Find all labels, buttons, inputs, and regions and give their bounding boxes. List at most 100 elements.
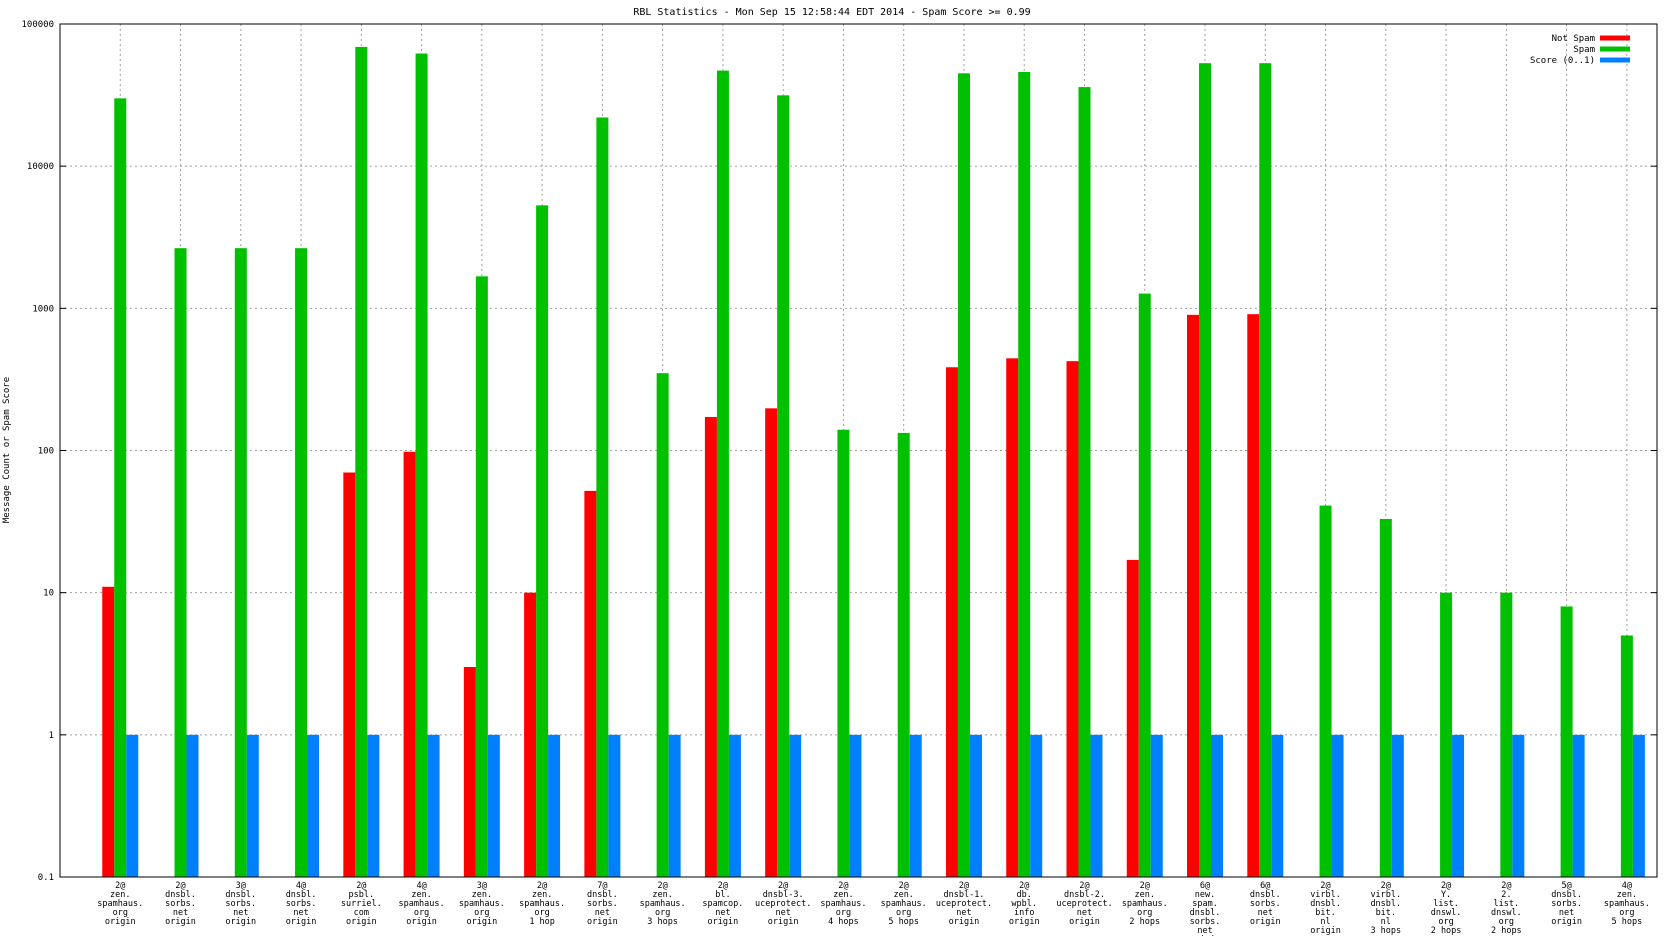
bar-spam-16 [1018,71,1031,878]
bar-score-0-1--15 [969,734,982,877]
x-tick-label-line: zen. [472,890,492,900]
x-tick-label-line: 3 hops [647,917,678,927]
x-tick-label-line: origin [768,917,799,927]
bar-not-spam-16 [1006,358,1019,877]
bar-spam-23 [1440,592,1453,877]
x-tick-label-line: zen. [110,890,130,900]
x-tick-label-line: spamhaus. [1604,899,1650,909]
x-tick-label-line: dnsbl. [286,890,317,900]
x-tick-label-line: uceprotect. [936,899,992,909]
x-tick-label-line: dnsbl-3. [763,890,804,900]
bar-score-0-1--6 [427,734,440,877]
x-tick-label-line: origin [1009,917,1040,927]
x-tick-label-line: 2 hops [1129,917,1160,927]
x-tick-label-line: org [1438,917,1453,927]
y-tick-label: 0.1 [38,873,54,883]
bar-not-spam-19 [1187,314,1200,878]
x-tick-label-line: 4 hops [828,917,859,927]
x-tick-label: 4@ zen. spamhaus. org 5 hops [1604,881,1650,927]
bar-spam-18 [1138,293,1151,877]
bar-score-0-1--18 [1150,734,1163,877]
x-tick-label-line: origin [1551,917,1582,927]
x-tick-label-line: dnsbl. [225,890,256,900]
bar-spam-8 [536,205,549,877]
bar-score-0-1--13 [849,734,862,877]
x-tick-label: 2@ virbl. dnsbl. bit. nl origin [1310,881,1341,936]
bar-spam-10 [656,373,669,877]
x-tick-label: 2@ bl. spamcop. net origin [702,881,743,927]
x-tick-label-line: 2@ [838,881,848,891]
x-tick-label-line: 1 hop [529,917,555,927]
x-tick-label-line: org [474,908,489,918]
x-tick-label-line: list. [1494,899,1520,909]
bar-score-0-1--19 [1211,734,1224,877]
x-tick-label-line: zen. [1135,890,1155,900]
bar-score-0-1--17 [1090,734,1103,877]
x-tick-label-line: 5 hops [888,917,919,927]
x-tick-label-line: org [414,908,429,918]
x-tick-label: 3@ dnsbl. sorbs. net origin [225,881,256,927]
x-tick-label-line: spamhaus. [640,899,686,909]
bar-score-0-1--21 [1331,734,1344,877]
bar-spam-17 [1078,87,1091,878]
x-tick-label-line: spamhaus. [97,899,143,909]
x-tick-label: 2@ 2. list. dnswl. org 2 hops [1491,881,1522,936]
x-tick-label-line: psbl. [349,890,375,900]
x-tick-label-line: net [1258,908,1273,918]
x-tick-label: 2@ psbl. surriel. com origin [341,881,382,927]
x-tick-label-line: net [293,908,308,918]
x-tick-label-line: 5@ [1561,881,1571,891]
bar-not-spam-17 [1066,361,1079,877]
bar-not-spam-12 [765,408,778,877]
bar-score-0-1--9 [608,734,621,877]
x-tick-label-line: net [233,908,248,918]
bar-score-0-1--8 [548,734,561,877]
bar-score-0-1--5 [367,734,380,877]
bar-spam-21 [1319,505,1332,877]
bar-spam-12 [777,95,790,878]
x-tick-label-line: origin [708,917,739,927]
x-tick-label: 2@ zen. spamhaus. org 5 hops [881,881,927,927]
x-tick-label: 2@ zen. spamhaus. org 2 hops [1122,881,1168,927]
x-tick-label-line: dnsbl. [1370,899,1401,909]
bar-spam-24 [1500,592,1513,877]
x-tick-label-line: net [173,908,188,918]
bar-score-0-1--2 [186,734,199,877]
x-tick-label-line: list. [1433,899,1459,909]
x-tick-label-line: origin [587,917,618,927]
x-tick-label-line: dnsbl-2. [1064,890,1105,900]
bars [102,46,1645,878]
bar-score-0-1--11 [728,734,741,877]
x-tick-label-line: dnsbl. [1190,908,1221,918]
x-tick-label-line: spamhaus. [459,899,505,909]
y-tick-label: 1000 [32,304,54,314]
x-tick-label-line: 2@ [1501,881,1511,891]
x-tick-label-line: dnsbl-1. [943,890,984,900]
x-tick-label: 3@ zen. spamhaus. org origin [459,881,505,927]
y-tick-label: 1 [49,731,54,741]
bar-score-0-1--23 [1452,734,1465,877]
y-tick-label: 100 [38,447,54,457]
bar-score-0-1--22 [1391,734,1404,877]
x-tick-label: 7@ dnsbl. sorbs. net origin [587,881,618,927]
bar-spam-25 [1560,606,1573,877]
x-tick-label-line: org [1137,908,1152,918]
x-tick-label: 2@ zen. spamhaus. org 3 hops [640,881,686,927]
x-tick-label-line: dnsbl. [1551,890,1582,900]
x-tick-label-line: spamhaus. [881,899,927,909]
x-tick-label-line: spamhaus. [820,899,866,909]
bar-score-0-1--10 [668,734,681,877]
x-tick-label-line: sorbs. [286,899,317,909]
x-tick-label-line: Y. [1441,890,1451,900]
x-tick-label-line: net [1077,908,1092,918]
x-tick-label-line: sorbs. [165,899,196,909]
x-tick-label-line: sorbs. [587,899,618,909]
x-tick-label-line: 7@ [597,881,607,891]
x-tick-label-line: spamhaus. [399,899,445,909]
x-tick-label-line: zen. [833,890,853,900]
y-tick-label: 100000 [21,20,54,30]
x-tick-label-line: 4@ [416,881,426,891]
